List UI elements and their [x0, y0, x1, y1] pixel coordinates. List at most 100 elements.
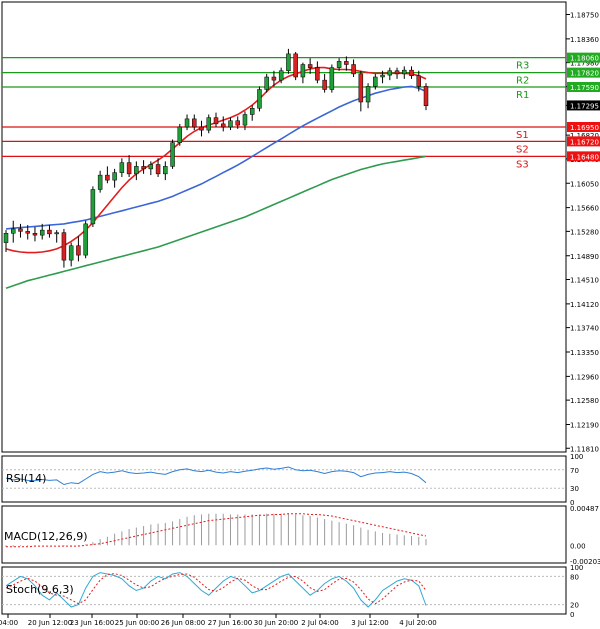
candle-body	[402, 69, 407, 75]
macd-tick-label: -0.002037	[570, 558, 600, 566]
candle-body	[242, 114, 248, 126]
ma-mid-line	[5, 85, 427, 230]
candle-body	[344, 61, 349, 65]
candle-body	[358, 73, 364, 103]
candle-body	[221, 123, 226, 128]
y-tick-label: 1.17980	[570, 60, 599, 68]
x-tick-label: 30 Jun 20:00	[254, 619, 298, 627]
rsi-tick-label: 30	[570, 485, 579, 493]
candle-body	[18, 228, 23, 232]
candle-body	[300, 64, 306, 78]
current-price-tag	[567, 100, 600, 111]
candle-body	[257, 89, 262, 109]
candle-body	[155, 164, 161, 175]
y-tick-label: 1.14510	[570, 277, 599, 285]
candle-body	[25, 231, 30, 234]
candle-body	[61, 232, 67, 261]
candle-body	[177, 126, 183, 143]
y-tick-label: 1.14120	[570, 301, 599, 309]
level-price-tag-s3	[567, 151, 600, 162]
y-tick-label: 1.15280	[570, 228, 599, 236]
candle-body	[184, 118, 190, 128]
y-tick-label: 1.11810	[570, 445, 599, 453]
candle-body	[170, 142, 175, 167]
candle-body	[3, 233, 9, 243]
candle-body	[119, 162, 125, 173]
stoch-plot-frame	[1, 566, 567, 615]
candle-body	[199, 126, 204, 131]
level-price-label-s2: 1.16720	[570, 138, 599, 146]
candle-body	[394, 70, 400, 75]
ma-slow-line	[5, 155, 427, 290]
macd-plot-frame	[1, 505, 567, 564]
stoch-tick-label: 80	[570, 573, 579, 581]
macd-label: MACD(12,26,9)	[4, 530, 88, 543]
candle-body	[416, 75, 422, 87]
stoch-label: Stoch(9,6,3)	[6, 583, 74, 596]
macd-signal-line	[6, 513, 427, 548]
candle-body	[373, 76, 378, 87]
stoch-tick-label: 0	[570, 611, 574, 619]
level-price-tag-r2	[567, 67, 600, 78]
y-tick-label: 1.12190	[570, 422, 599, 430]
rsi-panel: 100 70 30 0 RSI(14)	[1, 453, 583, 507]
level-price-label-s1: 1.16950	[570, 124, 599, 132]
candle-body	[32, 233, 38, 236]
candle-body	[126, 162, 132, 175]
level-name-s3: S3	[516, 159, 529, 170]
x-tick-label: 04:00	[0, 619, 18, 627]
candle-body	[423, 86, 429, 106]
x-tick-label: 20 Jun 12:00	[28, 619, 72, 627]
candle-body	[148, 164, 154, 170]
x-tick-label: 25 Jun 00:00	[115, 619, 159, 627]
macd-panel: 0.00487 0.00 -0.002037 MACD(12,26,9)	[1, 505, 600, 566]
candle-body	[213, 117, 219, 125]
macd-tick-label: 0.00487	[570, 505, 599, 513]
y-tick-label: 1.12960	[570, 373, 599, 381]
x-tick-label: 23 Jun 16:00	[70, 619, 114, 627]
y-tick-label: 1.13740	[570, 325, 599, 333]
stoch-tick-label: 20	[570, 602, 579, 610]
candle-body	[141, 166, 146, 170]
candle-body	[387, 70, 393, 76]
level-price-label-r3: 1.18060	[570, 55, 599, 63]
y-tick-label: 1.18750	[570, 12, 599, 20]
candle-body	[235, 120, 240, 126]
level-price-tag-s2	[567, 136, 600, 147]
candle-body	[322, 79, 327, 90]
candle-body	[11, 228, 16, 234]
level-name-r3: R3	[516, 61, 529, 72]
candle-body	[192, 118, 197, 128]
stoch-k-line	[5, 572, 427, 608]
candle-body	[380, 74, 385, 78]
candle-body	[105, 174, 110, 181]
candle-body	[163, 166, 168, 175]
rsi-label: RSI(14)	[6, 472, 46, 485]
candle-body	[365, 86, 371, 103]
candle-body	[307, 64, 313, 68]
candle-body	[351, 64, 356, 75]
main-price-panel: 1.187501.183601.179801.175901.172001.168…	[1, 1, 600, 453]
current-price-label: 1.17295	[570, 102, 599, 110]
rsi-tick-label: 0	[570, 499, 574, 507]
level-price-label-r1: 1.17590	[570, 84, 599, 92]
y-tick-label: 1.12580	[570, 397, 599, 405]
level-price-tag-s1	[567, 122, 600, 132]
rsi-tick-label: 70	[570, 467, 579, 475]
candle-body	[286, 53, 291, 71]
level-price-tag-r3	[567, 52, 600, 63]
candle-body	[97, 174, 103, 190]
candle-body	[68, 245, 74, 261]
candle-body	[90, 189, 96, 225]
x-tick-label: 26 Jun 08:00	[161, 619, 205, 627]
y-tick-label: 1.16820	[570, 132, 599, 140]
level-price-tag-r1	[567, 82, 600, 92]
rsi-plot-frame	[1, 455, 567, 503]
candle-body	[47, 229, 52, 235]
candle-body	[112, 172, 117, 181]
candle-body	[329, 67, 335, 90]
candle-body	[206, 117, 212, 131]
